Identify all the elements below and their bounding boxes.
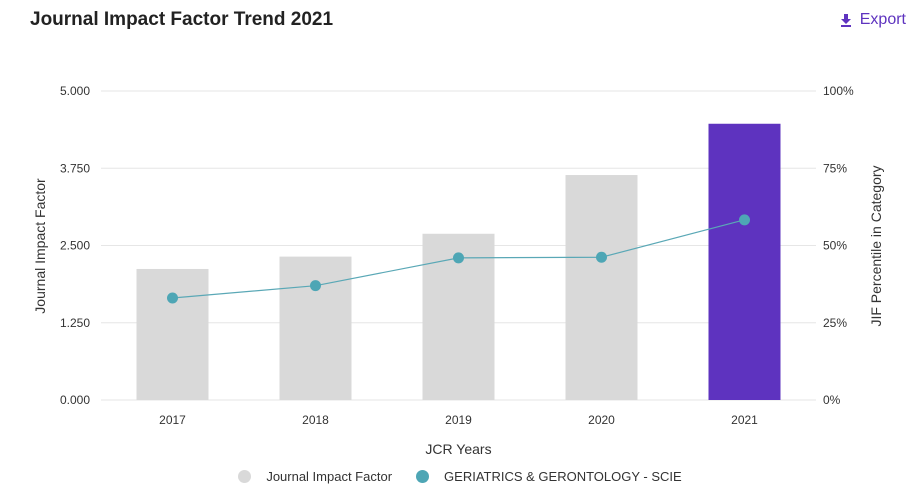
legend-label-percentile: GERIATRICS & GERONTOLOGY - SCIE (444, 469, 682, 484)
x-tick-label: 2021 (731, 413, 758, 427)
y-tick-label: 0.000 (60, 393, 90, 407)
bar (136, 268, 209, 400)
chart-title: Journal Impact Factor Trend 2021 (30, 9, 334, 30)
x-tick-label: 2017 (159, 413, 186, 427)
chart-canvas: 0.000 0% 1.250 25% 2.500 50% 3.750 75% 5.000 100%… (32, 84, 884, 457)
percentile-point (167, 292, 178, 304)
export-label: Export (859, 11, 906, 28)
bar (708, 123, 781, 400)
x-axis-title: JCR Years (425, 441, 491, 457)
percentile-point (310, 280, 321, 292)
chart-legend: Journal Impact Factor GERIATRICS & GERON… (0, 469, 920, 484)
download-icon (840, 14, 851, 27)
legend-swatch-impact-factor (238, 470, 252, 483)
y-axis-title: Journal Impact Factor (32, 178, 48, 314)
export-button[interactable]: Export (839, 11, 906, 29)
legend-label-impact-factor: Journal Impact Factor (266, 469, 393, 484)
y2-tick-label: 100% (823, 84, 854, 98)
legend-item-percentile[interactable]: GERIATRICS & GERONTOLOGY - SCIE (416, 469, 682, 484)
y2-tick-label: 50% (823, 239, 847, 253)
percentile-point (596, 251, 607, 263)
x-tick-label: 2020 (588, 413, 615, 427)
x-tick-label: 2018 (302, 413, 329, 427)
y-tick-label: 1.250 (60, 316, 90, 330)
y2-tick-label: 0% (823, 393, 841, 407)
bar (565, 175, 638, 400)
y-tick-label: 3.750 (60, 161, 90, 175)
x-tick-label: 2019 (445, 413, 472, 427)
bar (279, 256, 352, 400)
y2-axis-title: JIF Percentile in Category (868, 165, 884, 326)
y-tick-label: 2.500 (60, 239, 90, 253)
y2-tick-label: 25% (823, 316, 847, 330)
y2-tick-label: 75% (823, 161, 847, 175)
legend-swatch-percentile (416, 470, 430, 483)
percentile-point (453, 252, 464, 264)
y-tick-label: 5.000 (60, 84, 90, 98)
legend-item-impact-factor[interactable]: Journal Impact Factor (238, 469, 392, 484)
percentile-point (739, 214, 750, 226)
